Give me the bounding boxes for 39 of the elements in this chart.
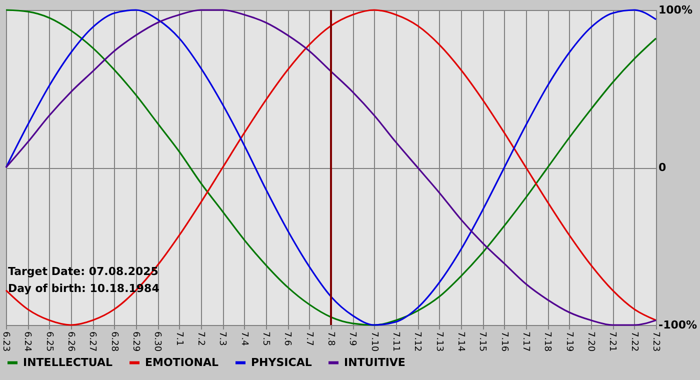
legend-label: EMOTIONAL bbox=[145, 356, 218, 369]
x-tick-label: 7.5 bbox=[260, 332, 270, 346]
x-tick-label: 7.23 bbox=[650, 332, 660, 352]
x-tick-label: 6.28 bbox=[108, 332, 119, 352]
y-tick-label: -100% bbox=[658, 318, 698, 332]
x-tick-label: 6.25 bbox=[44, 332, 54, 352]
x-tick-label: 7.8 bbox=[326, 332, 336, 346]
x-tick-label: 7.22 bbox=[628, 332, 639, 352]
x-tick-label: 7.7 bbox=[304, 332, 314, 346]
x-tick-label: 7.19 bbox=[564, 332, 574, 352]
x-tick-label: 7.2 bbox=[196, 332, 206, 346]
x-tick-label: 7.3 bbox=[217, 332, 228, 346]
x-tick-label: 7.12 bbox=[412, 332, 422, 352]
x-tick-label: 7.20 bbox=[586, 332, 596, 352]
x-tick-label: 7.21 bbox=[607, 332, 618, 352]
x-tick-label: 7.14 bbox=[456, 332, 466, 352]
x-tick-label: 7.15 bbox=[477, 332, 488, 352]
x-tick-label: 7.18 bbox=[542, 332, 552, 352]
y-tick-label: 0 bbox=[658, 161, 666, 174]
x-tick-label: 7.13 bbox=[434, 332, 444, 352]
x-tick-label: 6.30 bbox=[152, 332, 162, 352]
x-tick-label: 6.26 bbox=[66, 332, 76, 352]
y-tick-label: 100% bbox=[658, 4, 692, 16]
legend-label: INTUITIVE bbox=[344, 356, 406, 369]
x-tick-label: 7.17 bbox=[520, 332, 530, 352]
line-series bbox=[5, 9, 657, 326]
x-tick-label: 7.9 bbox=[347, 332, 358, 346]
legend-label: PHYSICAL bbox=[251, 356, 312, 369]
x-tick-label: 7.11 bbox=[390, 332, 400, 352]
x-tick-label: 6.27 bbox=[87, 332, 98, 352]
x-tick-label: 6.24 bbox=[22, 332, 32, 352]
x-tick-label: 6.23 bbox=[0, 332, 10, 352]
x-tick-label: 7.6 bbox=[282, 332, 292, 346]
x-tick-label: 6.29 bbox=[130, 332, 140, 352]
x-tick-label: 7.16 bbox=[498, 332, 509, 352]
x-tick-label: 7.1 bbox=[174, 332, 184, 346]
x-tick-label: 7.4 bbox=[238, 332, 249, 346]
x-tick-label: 7.10 bbox=[368, 332, 379, 352]
legend-label: INTELLECTUAL bbox=[23, 356, 113, 369]
